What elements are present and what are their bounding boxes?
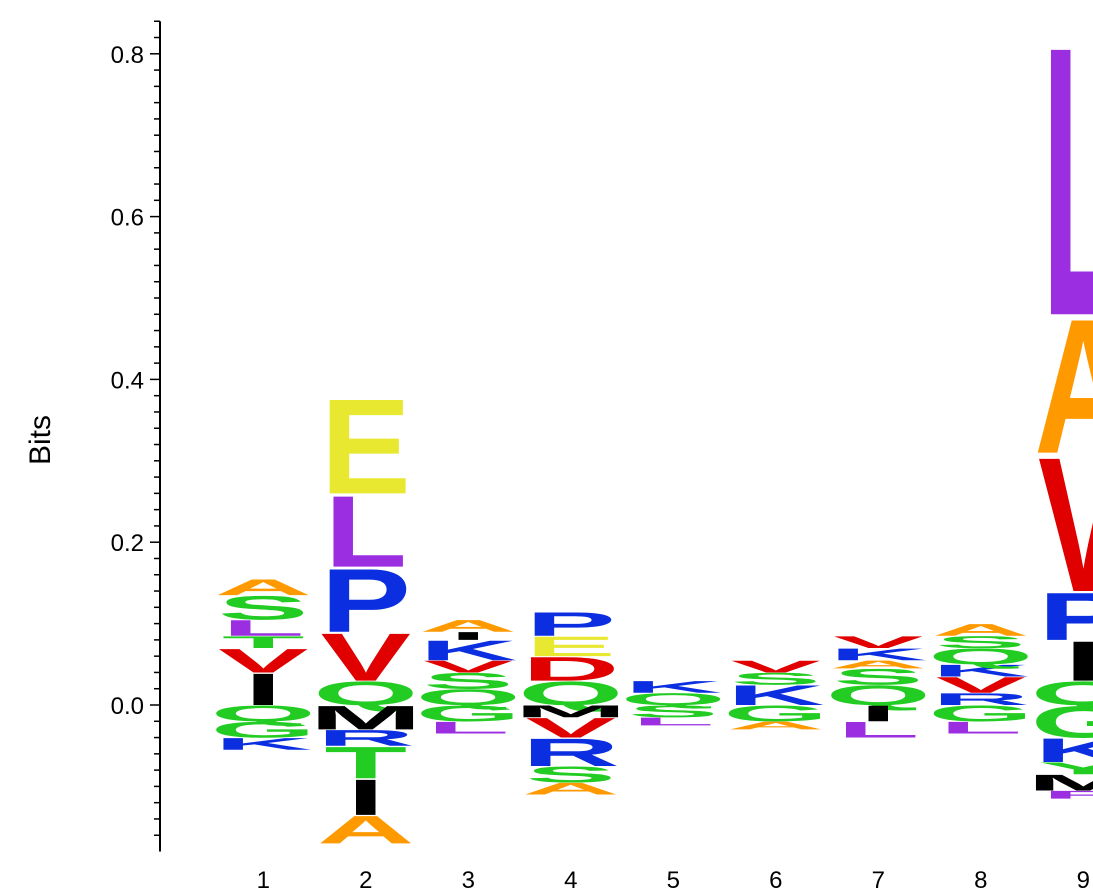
logo-letter: G (723, 701, 828, 726)
logo-letter: K (214, 735, 312, 754)
logo-letter: Q (621, 690, 726, 709)
y-tick-label: 0.8 (111, 42, 144, 69)
logo-letter: S (833, 664, 923, 689)
logo-stacks: IVTLSAQGKQVPLEMRTIAQSVKIAGLQDEPMVRSAQKSL… (211, 0, 1093, 852)
logo-letter: Q (313, 674, 418, 712)
logo-letter: L (427, 718, 510, 737)
logo-letter: L (837, 717, 920, 742)
logo-letter: A (932, 621, 1030, 640)
logo-letter: Q (928, 644, 1033, 669)
logo-letter: G (211, 717, 316, 742)
logo-letter: S (423, 668, 513, 693)
logo-letter: S (218, 589, 308, 627)
logo-letter: L (632, 715, 715, 728)
logo-letter: A (317, 808, 415, 852)
logo-letter: P (321, 551, 411, 652)
logo-letter: L (324, 476, 407, 589)
x-tick-label: 8 (974, 867, 987, 892)
logo-letter: K (419, 635, 517, 667)
logo-letter: V (1038, 419, 1093, 633)
logo-letter: K (829, 645, 927, 664)
logo-letter: V (218, 642, 309, 680)
logo-letter: V (731, 657, 821, 676)
logo-letter: L (939, 718, 1022, 737)
x-tick-label: 6 (769, 867, 782, 892)
x-tick-label: 3 (462, 867, 475, 892)
x-tick-label: 4 (564, 867, 577, 892)
y-tick-label: 0.4 (111, 367, 144, 394)
x-tick-label: 5 (667, 867, 680, 892)
logo-letter: I (859, 701, 897, 726)
x-tick-label: 1 (257, 867, 270, 892)
logo-letter: I (347, 769, 385, 826)
logo-letter: Q (416, 684, 521, 709)
logo-letter: A (1034, 280, 1093, 494)
logo-letter: M (309, 699, 422, 737)
logo-letter: V (936, 672, 1027, 697)
logo-letter: V (321, 619, 411, 695)
logo-letter: P (526, 605, 616, 643)
logo-letter: S (628, 702, 718, 721)
y-tick-label: 0.0 (111, 693, 144, 720)
logo-letter: Y (1038, 759, 1093, 778)
logo-letter: M (1027, 770, 1093, 795)
logo-letter: V (423, 657, 513, 676)
logo-letter: S (526, 762, 616, 787)
y-axis-title: Bits (24, 415, 57, 465)
logo-letter: I (1064, 629, 1093, 692)
x-tick-label: 9 (1077, 867, 1090, 892)
logo-letter: V (833, 633, 923, 652)
logo-letter: K (1034, 731, 1093, 769)
logo-letter: F (1042, 788, 1093, 801)
logo-letter: P (1038, 578, 1093, 654)
logo-letter: Q (518, 674, 623, 712)
logo-letter: Q (1031, 674, 1093, 712)
logo-letter: Q (826, 680, 931, 712)
logo-letter: S (936, 633, 1026, 652)
y-tick-label: 0.6 (111, 205, 144, 232)
logo-letter: G (416, 701, 521, 726)
logo-letter: G (928, 701, 1033, 726)
logo-letter: I (449, 630, 487, 643)
logo-letter: K (727, 680, 825, 712)
logo-letter: A (727, 719, 825, 732)
logo-letter: E (321, 370, 411, 522)
x-axis-labels: 1 2 3 4 5 6 7 8 9 (257, 867, 1090, 892)
logo-letter: T (222, 633, 305, 652)
logo-letter: K (932, 661, 1030, 680)
y-tick-label: 0.2 (111, 530, 144, 557)
logo-letter: A (522, 779, 620, 798)
logo-letter: R (522, 731, 620, 775)
x-tick-label: 7 (872, 867, 885, 892)
logo-letter: T (324, 738, 407, 788)
x-tick-label: 2 (359, 867, 372, 892)
logo-letter: G (1031, 697, 1093, 747)
logo-letter: A (214, 575, 312, 600)
logo-letter: K (624, 678, 722, 697)
logo-letter: V (526, 712, 616, 744)
logo-letter: D (522, 650, 620, 688)
logo-letter: R (317, 725, 415, 750)
logo-letter: R (932, 690, 1030, 709)
y-axis: 0.0 0.2 0.4 0.6 0.8 (111, 20, 161, 852)
logo-letter: S (731, 670, 821, 689)
logo-letter: Q (211, 701, 316, 726)
logo-letter: L (222, 615, 305, 640)
logo-letter: L (1042, 0, 1093, 397)
logo-letter: A (829, 658, 927, 671)
logo-letter: M (514, 702, 627, 721)
logo-letter: I (244, 665, 282, 715)
logo-letter: E (526, 631, 616, 663)
logo-letter: A (419, 617, 517, 636)
